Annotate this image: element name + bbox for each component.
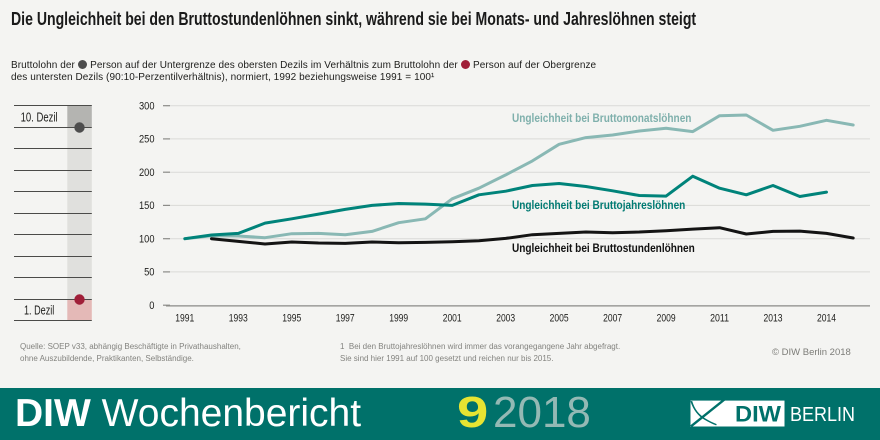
svg-text:0: 0 [149,300,154,312]
svg-text:2013: 2013 [764,313,783,325]
svg-text:1999: 1999 [389,313,408,325]
svg-text:1997: 1997 [336,313,355,325]
svg-text:DIW: DIW [735,402,781,427]
svg-text:150: 150 [139,200,155,212]
svg-text:10. Dezil: 10. Dezil [21,110,58,124]
svg-text:50: 50 [144,267,154,279]
svg-text:2009: 2009 [657,313,676,325]
svg-text:BERLIN: BERLIN [790,404,855,426]
svg-text:250: 250 [139,134,155,146]
svg-text:200: 200 [139,167,155,179]
svg-text:2001: 2001 [443,313,462,325]
svg-text:1995: 1995 [282,313,301,325]
svg-text:100: 100 [139,234,155,246]
svg-text:2007: 2007 [603,313,622,325]
svg-text:300: 300 [139,101,155,113]
svg-text:1. Dezil: 1. Dezil [24,303,54,317]
svg-text:2011: 2011 [710,313,729,325]
svg-text:1993: 1993 [229,313,248,325]
svg-text:2014: 2014 [817,313,836,325]
svg-text:1991: 1991 [175,313,194,325]
svg-text:2003: 2003 [496,313,515,325]
svg-text:2005: 2005 [550,313,569,325]
